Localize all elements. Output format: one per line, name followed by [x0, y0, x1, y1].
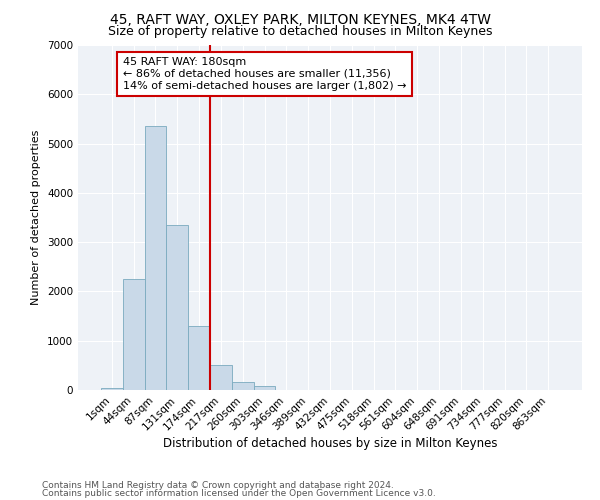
- Bar: [254, 386, 275, 390]
- Bar: [166, 225, 188, 390]
- Bar: [188, 326, 210, 390]
- Bar: [232, 382, 254, 390]
- Text: Contains public sector information licensed under the Open Government Licence v3: Contains public sector information licen…: [42, 489, 436, 498]
- Text: 45, RAFT WAY, OXLEY PARK, MILTON KEYNES, MK4 4TW: 45, RAFT WAY, OXLEY PARK, MILTON KEYNES,…: [110, 12, 491, 26]
- Y-axis label: Number of detached properties: Number of detached properties: [31, 130, 41, 305]
- Bar: [101, 388, 123, 390]
- Bar: [145, 126, 166, 390]
- Bar: [210, 366, 232, 390]
- Text: Size of property relative to detached houses in Milton Keynes: Size of property relative to detached ho…: [108, 25, 492, 38]
- Text: 45 RAFT WAY: 180sqm
← 86% of detached houses are smaller (11,356)
14% of semi-de: 45 RAFT WAY: 180sqm ← 86% of detached ho…: [123, 58, 406, 90]
- Bar: [123, 279, 145, 390]
- X-axis label: Distribution of detached houses by size in Milton Keynes: Distribution of detached houses by size …: [163, 438, 497, 450]
- Text: Contains HM Land Registry data © Crown copyright and database right 2024.: Contains HM Land Registry data © Crown c…: [42, 480, 394, 490]
